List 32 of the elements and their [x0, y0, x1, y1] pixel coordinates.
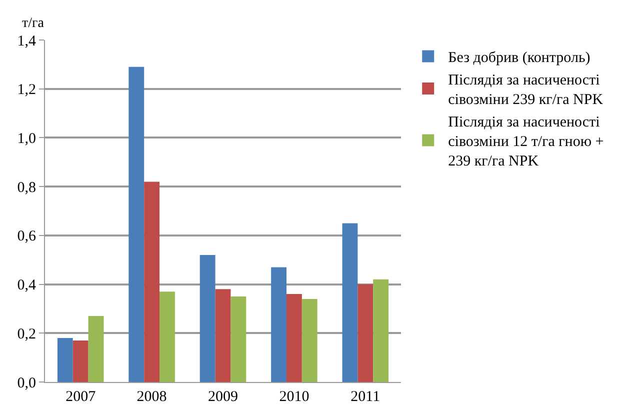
- x-tick-label: 2011: [350, 389, 380, 405]
- x-tick-label: 2008: [136, 389, 167, 405]
- y-tick-label: 0,4: [17, 278, 36, 294]
- y-tick-label: 0,6: [17, 228, 36, 245]
- legend-label: Післядія за насиченості сівозміни 12 т/га гною + 239 кг/га NPK: [448, 114, 604, 170]
- y-tick-label: 0,2: [17, 326, 36, 342]
- bar: [271, 267, 286, 382]
- bar: [342, 223, 358, 382]
- y-tick-label: 0,0: [17, 375, 36, 392]
- bar: [286, 294, 302, 382]
- bar: [128, 66, 144, 382]
- y-tick-label: 1,2: [17, 82, 36, 98]
- bar: [88, 316, 104, 382]
- bar: [200, 254, 216, 382]
- legend-label: Післядія за насиченості сівозміни 239 кг/га NPK: [448, 72, 604, 108]
- x-tick-label: 2010: [279, 389, 310, 405]
- bar: [57, 338, 73, 382]
- bar: [230, 296, 246, 382]
- bar: [215, 289, 231, 382]
- y-axis-title: т/га: [22, 16, 45, 31]
- y-tick-label: 1,4: [17, 33, 36, 50]
- bar: [373, 279, 389, 382]
- bar: [302, 298, 318, 382]
- bar: [160, 292, 175, 382]
- x-tick-label: 2007: [66, 389, 96, 405]
- y-tick-label: 1,0: [17, 130, 36, 147]
- legend-label: Без добрив (контроль): [448, 50, 590, 66]
- y-tick-label: 0,8: [17, 180, 36, 196]
- bar: [72, 340, 88, 382]
- bar: [358, 284, 374, 382]
- bar: [144, 182, 160, 382]
- x-tick-label: 2009: [208, 389, 238, 405]
